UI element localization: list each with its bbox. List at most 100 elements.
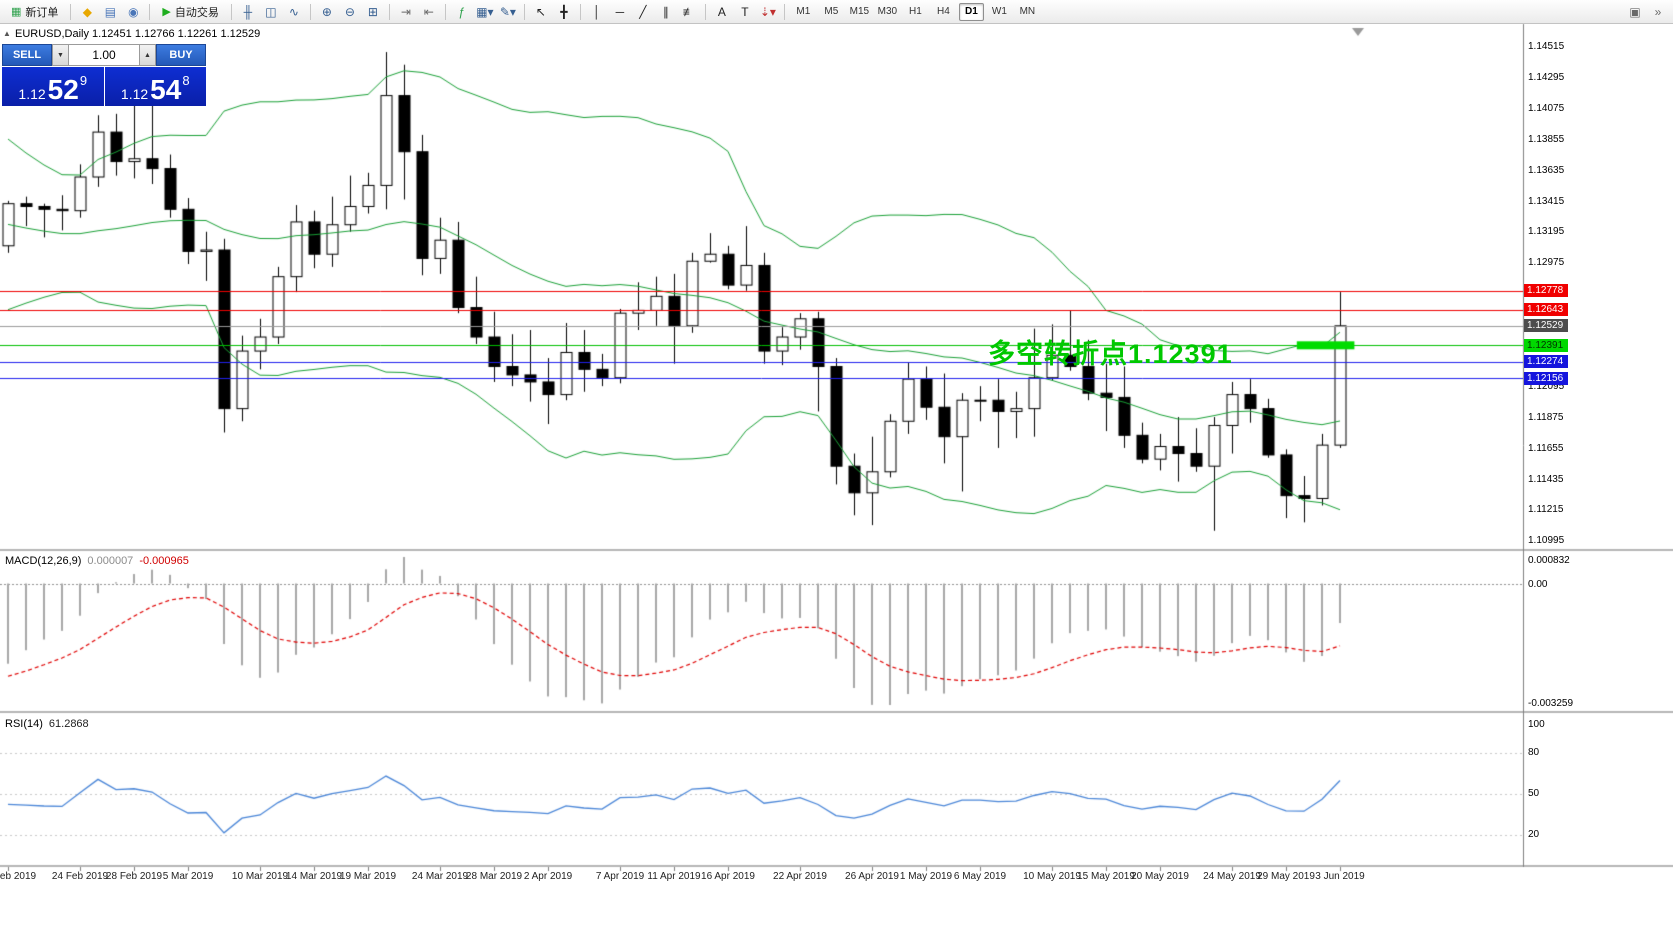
- sell-price-main: 52: [47, 74, 79, 106]
- toolbar-separator: [388, 3, 390, 20]
- macd-axis-max: 0.000832: [1528, 555, 1570, 566]
- vertical-line-icon[interactable]: │: [593, 4, 601, 19]
- toolbar-group: ↖ ╋: [530, 2, 575, 22]
- timeframe-m15[interactable]: M15: [849, 6, 870, 17]
- date-label: 14 Mar 2019: [285, 871, 343, 882]
- one-click-collapse-icon[interactable]: ▲: [3, 29, 11, 38]
- zoom-out-icon[interactable]: ⊖: [344, 4, 355, 19]
- buy-price-main: 54: [150, 74, 182, 106]
- pivot-annotation-text[interactable]: 多空转折点1.12391: [988, 339, 1233, 369]
- line-chart-icon[interactable]: ∿: [288, 4, 299, 19]
- macd-axis-min: -0.003259: [1528, 698, 1574, 709]
- date-label: 15 May 2019: [1077, 871, 1135, 882]
- lot-increase-button[interactable]: ▲: [139, 44, 156, 66]
- periods-dropdown-icon[interactable]: ▦▾: [476, 4, 494, 19]
- channel-icon[interactable]: ∥: [662, 4, 669, 19]
- fibonacci-icon[interactable]: ≢: [682, 4, 695, 19]
- timeframe-m30[interactable]: M30: [877, 6, 898, 17]
- timeframe-d1[interactable]: D1: [958, 2, 984, 21]
- toolbar-group: ╫ ◫ ∿: [237, 2, 305, 22]
- cursor-icon[interactable]: ↖: [535, 4, 546, 19]
- date-label: 20 May 2019: [1131, 871, 1189, 882]
- price-tick-label: 1.12975: [1528, 257, 1565, 269]
- metaeditor-icon[interactable]: ◆: [82, 4, 93, 19]
- date-label: 28 Mar 2019: [465, 871, 523, 882]
- trendline-icon[interactable]: ╱: [639, 4, 647, 19]
- buy-price-prefix: 1.12: [120, 85, 149, 102]
- toolbar-separator: [783, 3, 785, 20]
- date-label: 29 May 2019: [1257, 871, 1315, 882]
- date-label: 6 May 2019: [953, 871, 1007, 882]
- date-label: 24 May 2019: [1203, 871, 1261, 882]
- chart-shift-icon[interactable]: ⇤: [423, 4, 434, 19]
- price-tick-label: 1.14515: [1528, 41, 1565, 53]
- price-tick-label: 1.14075: [1528, 102, 1565, 114]
- toolbar-separator: [579, 3, 581, 20]
- crosshair-icon[interactable]: ╋: [560, 4, 568, 19]
- buy-price-button[interactable]: 1.12 54 8: [104, 67, 206, 106]
- price-line-tag: 1.12274: [1524, 355, 1568, 368]
- toolbar-group: ƒ ▦▾ ✎▾: [451, 2, 519, 22]
- date-label: 2 Apr 2019: [523, 871, 573, 882]
- price-tick-label: 1.11215: [1528, 504, 1564, 516]
- timeframe-m1[interactable]: M1: [796, 6, 811, 17]
- auto-trading-button[interactable]: ▶ 自动交易: [155, 2, 225, 22]
- auto-trading-button-icon: ▶: [162, 6, 171, 18]
- data-window-icon[interactable]: ◉: [128, 4, 139, 19]
- label-icon[interactable]: T: [741, 4, 749, 19]
- timeframe-m5[interactable]: M5: [824, 6, 839, 17]
- one-click-trading-panel: SELL ▼ 1.00 ▲ BUY 1.12 52 9 1.12 54 8: [2, 44, 206, 106]
- candle-chart-icon[interactable]: ◫: [265, 4, 277, 19]
- date-label: 7 Apr 2019: [595, 871, 645, 882]
- toolbar-group: ⊕ ⊖ ⊞: [316, 2, 384, 22]
- lot-decrease-button[interactable]: ▼: [52, 44, 69, 66]
- date-label: 19 Mar 2019: [339, 871, 397, 882]
- date-label: 1 May 2019: [899, 871, 953, 882]
- bar-chart-icon[interactable]: ╫: [243, 4, 253, 19]
- toolbar-separator: [149, 3, 151, 20]
- buy-button[interactable]: BUY: [156, 44, 206, 66]
- price-tick-label: 1.11655: [1528, 442, 1564, 454]
- market-watch-icon[interactable]: ▤: [104, 4, 117, 19]
- timeframe-h4[interactable]: H4: [936, 6, 950, 17]
- tile-windows-icon[interactable]: ⊞: [367, 4, 378, 19]
- zoom-in-icon[interactable]: ⊕: [321, 4, 332, 19]
- auto-scroll-icon[interactable]: ⇥: [400, 4, 411, 19]
- price-tick-label: 1.11435: [1528, 473, 1564, 485]
- date-label: 22 Apr 2019: [773, 871, 827, 882]
- arrows-dropdown-icon[interactable]: ⇣▾: [759, 4, 776, 19]
- timeframe-w1[interactable]: W1: [991, 6, 1007, 17]
- rsi-axis-label: 80: [1528, 746, 1540, 758]
- buy-price-sup: 8: [182, 73, 190, 88]
- toolbar-separator: [70, 3, 72, 20]
- templates-dropdown-icon[interactable]: ✎▾: [499, 4, 516, 19]
- date-label: 11 Apr 2019: [647, 871, 701, 882]
- timeframe-mn[interactable]: MN: [1019, 6, 1036, 17]
- lot-size-input[interactable]: 1.00: [69, 44, 139, 66]
- toolbar-separator: [704, 3, 706, 20]
- sell-button[interactable]: SELL: [2, 44, 52, 66]
- symbol-ohlc-label: EURUSD,Daily 1.12451 1.12766 1.12261 1.1…: [15, 28, 261, 40]
- toolbar-group: ▦ 新订单: [4, 2, 65, 22]
- indicators-icon[interactable]: ƒ: [458, 4, 466, 19]
- new-order-button[interactable]: ▦ 新订单: [4, 2, 65, 22]
- date-label: 10 Mar 2019: [231, 871, 289, 882]
- toolbar-windows-icon[interactable]: ▣: [1629, 4, 1641, 19]
- toolbar-separator: [230, 3, 232, 20]
- sell-price-button[interactable]: 1.12 52 9: [2, 67, 104, 106]
- toolbar-group: ⇥ ⇤: [395, 2, 440, 22]
- toolbar-right-group: ▣»: [1624, 2, 1669, 22]
- price-tick-label: 1.13195: [1528, 226, 1565, 238]
- date-label: 24 Mar 2019: [411, 871, 469, 882]
- sell-price-prefix: 1.12: [18, 85, 46, 102]
- timeframe-h1[interactable]: H1: [908, 6, 922, 17]
- horizontal-line-icon[interactable]: ─: [615, 4, 625, 19]
- toolbar-group: ◆ ▤ ◉: [76, 2, 144, 22]
- text-icon[interactable]: A: [717, 4, 726, 19]
- toolbar-more-icon[interactable]: »: [1654, 4, 1662, 19]
- auto-trading-button-label: 自动交易: [174, 6, 219, 19]
- price-tick-label: 1.13855: [1528, 133, 1565, 145]
- price-line-tag: 1.12529: [1524, 319, 1568, 332]
